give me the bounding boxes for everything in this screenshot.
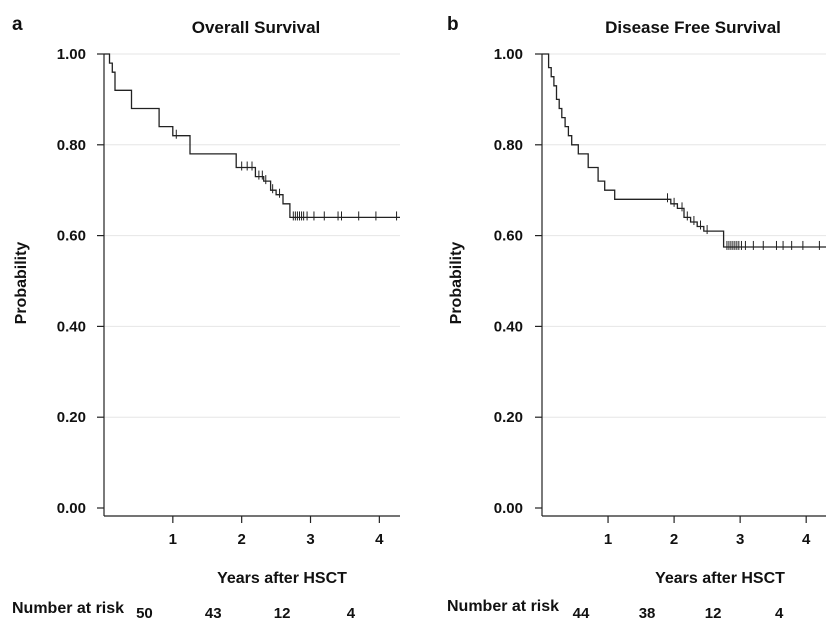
survival-curve (542, 53, 826, 248)
y-axis-label: Probability (13, 242, 30, 325)
x-tick-label: 1 (169, 531, 177, 548)
panel-letter: b (447, 14, 459, 35)
x-tick-label: 2 (238, 531, 246, 548)
survival-curve (104, 53, 400, 219)
number-at-risk-value: 12 (274, 605, 291, 621)
y-tick-label: 1.00 (494, 46, 523, 63)
chart-title: Disease Free Survival (605, 18, 781, 37)
number-at-risk-label: Number at risk (447, 598, 559, 615)
y-axis-label: Probability (448, 242, 465, 325)
x-tick-label: 1 (604, 531, 612, 548)
chart-title: Overall Survival (192, 18, 321, 37)
y-tick-label: 0.40 (57, 318, 86, 335)
y-tick-label: 0.20 (57, 409, 86, 426)
y-tick-label: 0.40 (494, 318, 523, 335)
y-tick-label: 0.60 (57, 228, 86, 245)
number-at-risk-value: 43 (205, 605, 222, 621)
x-tick-label: 3 (306, 531, 314, 548)
number-at-risk-value: 12 (705, 605, 722, 621)
y-tick-label: 0.00 (57, 500, 86, 517)
number-at-risk-value: 50 (136, 605, 153, 621)
number-at-risk-label: Number at risk (12, 600, 124, 617)
y-tick-label: 0.80 (494, 137, 523, 154)
x-tick-label: 4 (802, 531, 811, 548)
y-tick-label: 0.00 (494, 500, 523, 517)
x-axis-label: Years after HSCT (655, 570, 785, 587)
x-tick-label: 2 (670, 531, 678, 548)
y-tick-label: 1.00 (57, 46, 86, 63)
number-at-risk-value: 4 (347, 605, 356, 621)
number-at-risk-value: 38 (639, 605, 656, 621)
number-at-risk-value: 4 (775, 605, 784, 621)
number-at-risk-value: 44 (573, 605, 590, 621)
y-tick-label: 0.60 (494, 228, 523, 245)
x-tick-label: 4 (375, 531, 384, 548)
x-tick-label: 3 (736, 531, 744, 548)
y-tick-label: 0.20 (494, 409, 523, 426)
y-tick-label: 0.80 (57, 137, 86, 154)
overall-survival-panel: a Overall Survival Years after HSCT Prob… (12, 14, 400, 621)
x-axis-label: Years after HSCT (217, 570, 347, 587)
panel-letter: a (12, 14, 23, 35)
disease-free-survival-panel: b Disease Free Survival Years after HSCT… (447, 14, 826, 621)
